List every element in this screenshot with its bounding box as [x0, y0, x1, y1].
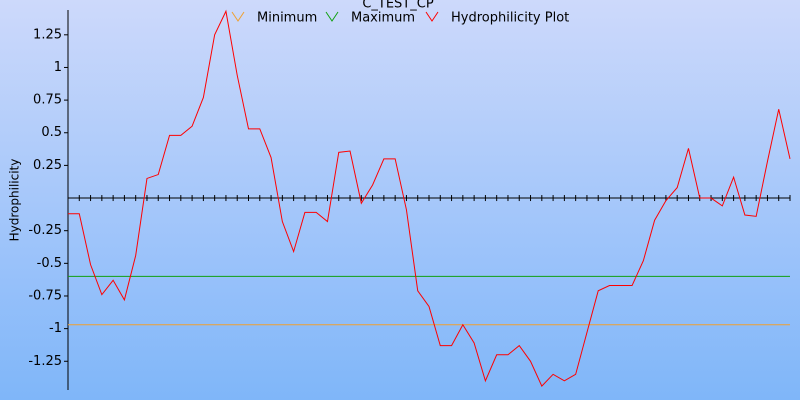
legend-label: Maximum	[351, 11, 415, 26]
y-tick-label: -0.25	[28, 223, 62, 238]
y-tick-label: -1.25	[28, 354, 62, 369]
data-line	[68, 9, 791, 387]
y-tick-label: 0.75	[33, 93, 62, 108]
y-tick-label: -1	[49, 321, 62, 336]
y-tick-label: 0.5	[41, 125, 62, 140]
y-tick-label: 1.25	[33, 27, 62, 42]
y-tick-label: 1	[54, 60, 62, 75]
legend-label: Minimum	[257, 11, 317, 26]
y-tick-label: -0.5	[37, 256, 62, 271]
legend-label: Hydrophilicity Plot	[451, 11, 569, 26]
legend-icon	[425, 11, 439, 22]
legend-icon	[231, 11, 245, 22]
y-tick-label: 0.25	[33, 158, 62, 173]
y-tick-label: -0.75	[28, 288, 62, 303]
legend-icon	[325, 11, 339, 22]
y-axis-label: Hydrophilicity	[8, 159, 22, 242]
chart-title: C_TEST_CP	[362, 0, 434, 12]
